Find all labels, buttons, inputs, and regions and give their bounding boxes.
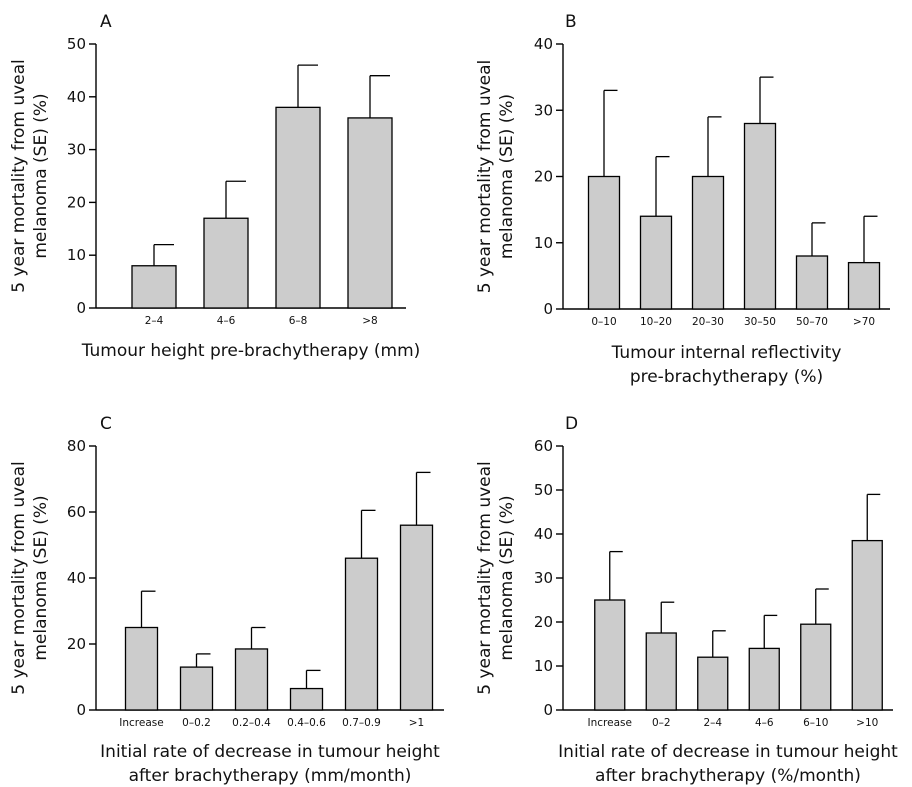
bar <box>399 524 434 711</box>
x-tick-label: 0–2 <box>652 717 671 729</box>
bar <box>748 647 780 711</box>
bar <box>743 122 777 310</box>
y-tick-label: 10 <box>67 246 86 264</box>
y-tick-label: 20 <box>67 635 86 653</box>
chart-panel-d: D 0 10 20 30 40 50 60 Increase 0–2 2–4 4–6 6–10 >10 In… <box>475 414 898 786</box>
y-tick-label: 50 <box>534 481 553 499</box>
bar <box>289 687 324 711</box>
panel-label: B <box>565 12 577 32</box>
y-tick-label: 0 <box>76 299 86 317</box>
y-tick-label: 50 <box>67 35 86 53</box>
x-tick-label: 0–0.2 <box>182 717 211 729</box>
y-tick-label: 30 <box>534 101 553 119</box>
bar <box>795 255 829 310</box>
bar <box>179 666 214 711</box>
x-axis-label: after brachytherapy (%/month) <box>595 766 861 786</box>
y-axis-label: 5 year mortality from uveal melanoma (SE)… <box>9 461 51 695</box>
x-axis-label: Tumour internal reflectivity <box>611 343 842 363</box>
y-tick-label: 20 <box>534 613 553 631</box>
y-axis-label-line: 5 year mortality from uveal <box>9 461 29 695</box>
x-tick-label: 4–6 <box>217 315 236 327</box>
y-tick-label: 0 <box>543 300 553 318</box>
x-tick-label: 50–70 <box>796 316 828 328</box>
y-tick-label: 10 <box>534 657 553 675</box>
y-tick-label: 10 <box>534 234 553 252</box>
chart-panel-c: C 0 20 40 60 80 Increase 0–0.2 0.2–0.4 0.4–0.6 0.7… <box>9 414 444 786</box>
x-axis-label: Initial rate of decrease in tumour heigh… <box>100 742 440 762</box>
y-tick-label: 20 <box>534 168 553 186</box>
y-tick-label: 60 <box>67 503 86 521</box>
y-tick-label: 40 <box>67 569 86 587</box>
bar <box>697 656 729 711</box>
x-tick-label: 0.2–0.4 <box>232 717 271 729</box>
x-axis-label: pre-brachytherapy (%) <box>630 367 823 387</box>
bar <box>847 261 881 310</box>
bar <box>851 539 883 711</box>
x-tick-label: 2–4 <box>145 315 164 327</box>
chart-panel-a: A 0 10 20 30 40 50 2–4 4–6 6–8 >8 Tumour height pre… <box>9 12 420 361</box>
y-tick-label: 30 <box>534 569 553 587</box>
y-tick-label: 20 <box>67 193 86 211</box>
y-tick-label: 30 <box>67 141 86 159</box>
y-tick-label: 0 <box>543 701 553 719</box>
bar <box>587 175 621 310</box>
bar <box>639 215 673 310</box>
y-axis-label-line: melanoma (SE) (%) <box>497 495 517 660</box>
x-tick-label: 30–50 <box>744 316 776 328</box>
y-axis-label-line: 5 year mortality from uveal <box>9 59 29 293</box>
y-tick-label: 40 <box>534 525 553 543</box>
y-tick-label: 0 <box>76 701 86 719</box>
y-tick-label: 40 <box>67 88 86 106</box>
x-tick-label: 0–10 <box>591 316 616 328</box>
y-axis-label-line: melanoma (SE) (%) <box>31 93 51 258</box>
y-axis-label: 5 year mortality from uveal melanoma (SE)… <box>475 461 517 695</box>
bar <box>800 623 832 711</box>
bar <box>594 599 626 711</box>
x-tick-label: Increase <box>588 717 632 729</box>
x-tick-label: >70 <box>853 316 875 328</box>
bar <box>234 648 269 711</box>
bar <box>344 557 379 711</box>
bar <box>131 265 177 309</box>
bar <box>645 632 677 711</box>
x-tick-label: 2–4 <box>703 717 722 729</box>
bar <box>203 217 249 309</box>
x-tick-label: 10–20 <box>640 316 672 328</box>
y-tick-label: 40 <box>534 35 553 53</box>
y-tick-label: 60 <box>534 437 553 455</box>
y-axis-label-line: melanoma (SE) (%) <box>497 94 517 259</box>
x-axis-label: Initial rate of decrease in tumour heigh… <box>558 742 898 762</box>
x-tick-label: >10 <box>856 717 878 729</box>
x-tick-label: >8 <box>362 315 377 327</box>
y-axis-label-line: melanoma (SE) (%) <box>31 495 51 660</box>
x-tick-label: 6–10 <box>803 717 828 729</box>
panel-label: A <box>100 12 112 32</box>
x-tick-label: >1 <box>409 717 424 729</box>
x-axis-label: Tumour height pre-brachytherapy (mm) <box>81 341 421 361</box>
x-tick-label: 20–30 <box>692 316 724 328</box>
y-axis-label: 5 year mortality from uveal melanoma (SE)… <box>475 60 517 294</box>
bar <box>691 175 725 310</box>
y-axis-label-line: 5 year mortality from uveal <box>475 461 495 695</box>
x-tick-label: Increase <box>119 717 163 729</box>
panel-label: D <box>565 414 578 434</box>
y-axis-label: 5 year mortality from uveal melanoma (SE)… <box>9 59 51 293</box>
panel-label: C <box>100 414 112 434</box>
chart-panel-b: B 0 10 20 30 40 0–10 10–20 20–30 30–50 50–70 >70 Tum… <box>475 12 890 387</box>
y-axis-label-line: 5 year mortality from uveal <box>475 60 495 294</box>
bar <box>275 106 321 309</box>
x-tick-label: 6–8 <box>289 315 308 327</box>
x-axis-label: after brachytherapy (mm/month) <box>129 766 412 786</box>
x-tick-label: 0.4–0.6 <box>287 717 326 729</box>
bar <box>347 117 393 309</box>
x-tick-label: 0.7–0.9 <box>342 717 381 729</box>
x-tick-label: 4–6 <box>755 717 774 729</box>
bar <box>124 626 159 711</box>
y-tick-label: 80 <box>67 437 86 455</box>
